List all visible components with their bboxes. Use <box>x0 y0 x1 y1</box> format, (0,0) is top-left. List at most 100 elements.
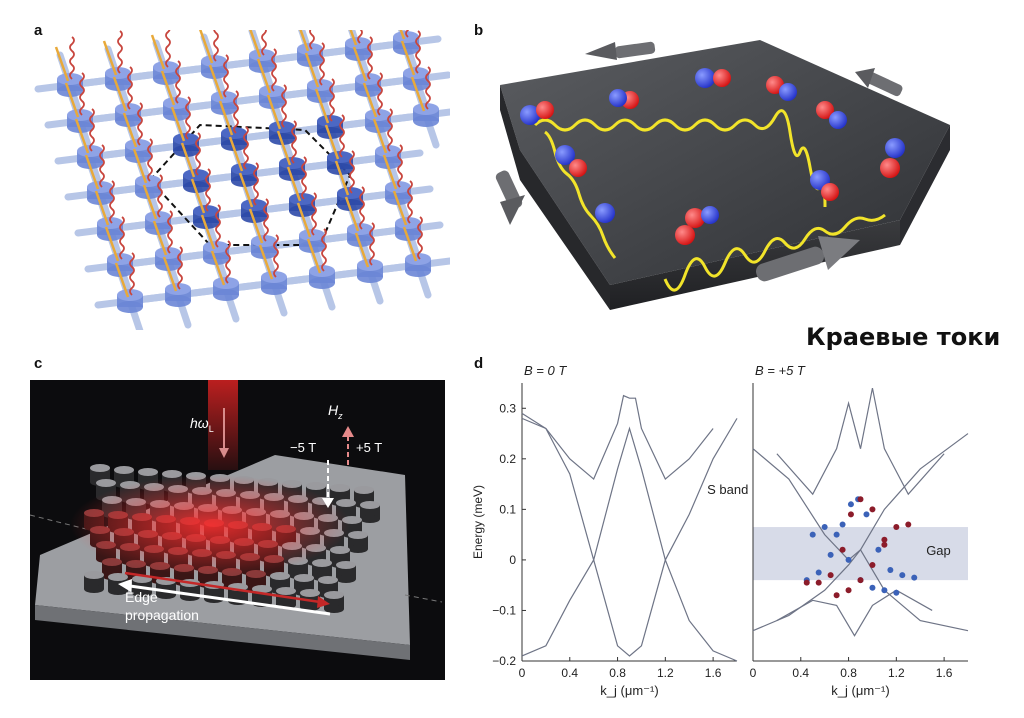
edge-state-point <box>893 589 900 596</box>
photonic-pillar <box>132 575 152 597</box>
edge-arrow-white <box>129 584 331 616</box>
x-axis-label: k_j (μm⁻¹) <box>600 683 658 698</box>
edge-label-line2: propagation <box>125 607 199 623</box>
lattice-pillar <box>170 96 199 157</box>
y-tick-label: 0.3 <box>499 401 516 415</box>
photonic-pillar <box>348 531 368 553</box>
chart-b5: 0 0.4 0.8 1.2 1.6 k_j (μm⁻¹) B = +5 T Gap <box>750 365 969 698</box>
edge-state-point <box>803 579 810 586</box>
y-axis-label: Energy (meV) <box>471 485 485 559</box>
chart-annotation: S band <box>707 482 748 497</box>
lattice-pillar <box>304 42 333 103</box>
lattice-pillar <box>210 240 239 301</box>
lattice-pillar <box>74 108 103 169</box>
band-line <box>776 589 933 637</box>
band-line <box>752 433 969 561</box>
x-tick-label: 1.6 <box>936 666 953 680</box>
band-line <box>752 548 969 632</box>
x-tick-label: 1.2 <box>888 666 905 680</box>
edge-state-point <box>833 592 840 599</box>
edge-state-point <box>845 587 852 594</box>
edge-state-point <box>847 511 854 518</box>
lattice-pillar <box>54 36 83 97</box>
edge-state-point <box>869 506 876 513</box>
field-label: Hz <box>328 402 343 421</box>
lattice-pillar <box>228 126 257 187</box>
panel-a-lattice-illustration <box>34 30 450 330</box>
edge-arrow-red <box>124 571 321 604</box>
panel-b-edge-current-illustration <box>495 40 950 310</box>
lattice-pillar <box>306 228 335 289</box>
lattice-pillar <box>102 30 131 91</box>
edge-state-point <box>833 531 840 538</box>
lattice-pillar <box>297 30 323 67</box>
lattice-pillar <box>142 174 171 235</box>
gap-region <box>753 527 968 581</box>
field-arrow-down-head <box>322 498 334 508</box>
edge-state-point <box>821 524 828 531</box>
edge-state-point <box>845 556 852 563</box>
lattice-pillar <box>410 66 439 127</box>
lattice-pillar <box>190 168 219 229</box>
panel-label-b: b <box>474 22 484 39</box>
y-tick-label: −0.2 <box>492 654 516 668</box>
band-line <box>776 387 945 496</box>
edge-label-line1: Edge <box>125 589 158 605</box>
chart-title: B = 0 T <box>524 365 567 378</box>
field-arrow-up-head <box>342 426 354 437</box>
chart-b0: 0 0.4 0.8 1.2 1.6 0.3 0.2 0.1 0 −0.1 −0.2 Energy (m… <box>471 365 748 698</box>
lattice-pillar <box>354 222 383 283</box>
lattice-pillar <box>393 30 419 55</box>
edge-state-point <box>893 524 900 531</box>
panel-c-edge-propagation-illustration: hωL Hz −5 T +5 T Edge propagation <box>30 380 445 680</box>
y-tick-label: 0.2 <box>499 452 516 466</box>
lattice-pillar <box>286 156 315 217</box>
x-tick-label: 1.2 <box>657 666 674 680</box>
lattice-pillar <box>238 162 267 223</box>
lattice-pillar <box>324 114 353 175</box>
band-line <box>521 394 714 481</box>
lattice-pillar <box>199 30 227 79</box>
spin-dots <box>520 68 905 245</box>
lattice-pillar <box>352 36 381 97</box>
x-tick-label: 1.6 <box>705 666 722 680</box>
edge-state-point <box>881 541 888 548</box>
y-tick-label: 0 <box>509 553 516 567</box>
lattice-pillar <box>150 30 179 85</box>
flow-arrows <box>495 41 903 282</box>
edge-state-point <box>875 546 882 553</box>
caption-edge-currents: Краевые токи <box>806 323 1001 351</box>
panel-label-a: a <box>34 22 43 39</box>
edge-state-point <box>881 587 888 594</box>
edge-state-point <box>827 551 834 558</box>
edge-state-point <box>815 569 822 576</box>
band-line <box>521 412 738 662</box>
chart-annotation: Gap <box>926 543 951 558</box>
lattice-pillar <box>402 216 431 277</box>
lattice-pillar <box>162 246 191 307</box>
edge-state-point <box>899 572 906 579</box>
photonic-pillar <box>360 501 380 523</box>
panel-label-d: d <box>474 355 484 372</box>
lattice-pillar <box>218 90 247 151</box>
edge-state-point <box>839 521 846 528</box>
x-tick-label: 0 <box>519 666 526 680</box>
lattice-pillar <box>266 84 295 145</box>
minus-field-label: −5 T <box>290 440 316 455</box>
dashed-axis-right <box>404 594 443 603</box>
chart-title: B = +5 T <box>755 365 806 378</box>
panel-label-c: c <box>34 355 43 372</box>
y-tick-label: −0.1 <box>492 603 516 617</box>
laser-arrow-head <box>219 448 229 458</box>
lattice-pillar <box>258 234 287 295</box>
substrate-edge <box>35 605 410 660</box>
lattice-pillar <box>114 252 143 313</box>
edge-state-point <box>881 536 888 543</box>
edge-state-point <box>869 561 876 568</box>
lattice-pillar <box>104 216 133 277</box>
edge-state-point <box>839 546 846 553</box>
edge-state-point <box>857 577 864 584</box>
y-tick-label: 0.1 <box>499 502 516 516</box>
band-line <box>521 418 738 657</box>
slab-right <box>900 125 950 245</box>
